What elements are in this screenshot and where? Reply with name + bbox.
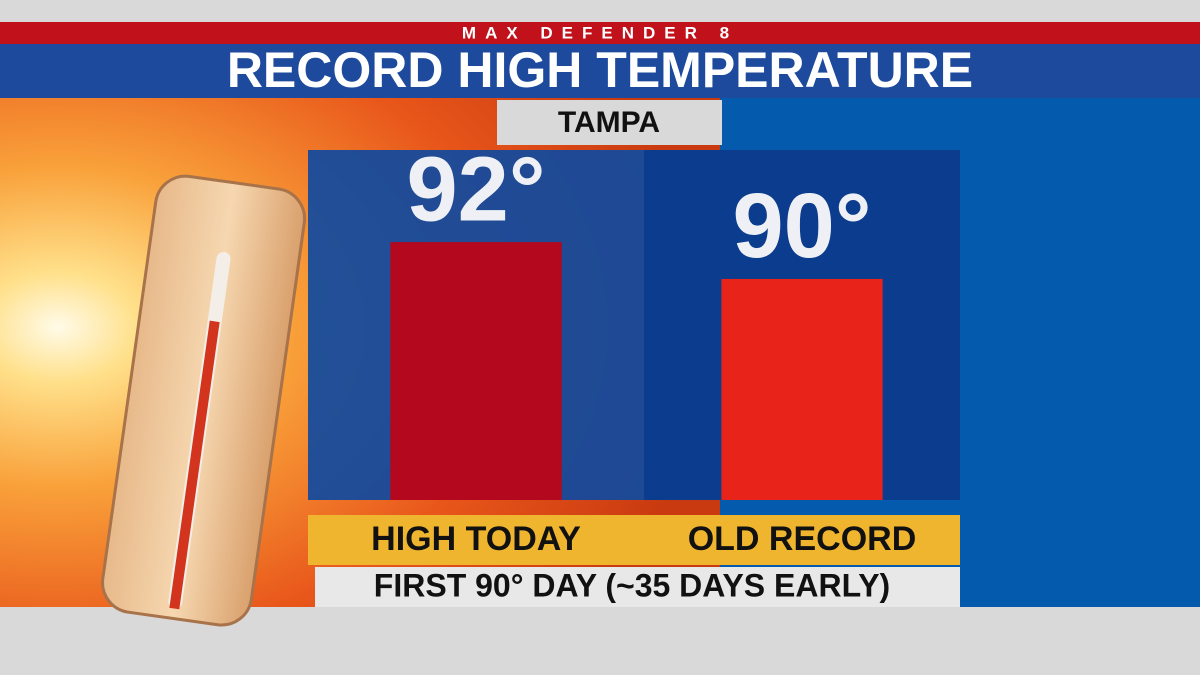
footer-box — [315, 567, 960, 607]
thermometer-mercury — [169, 320, 220, 610]
subtitle: TAMPA — [558, 106, 660, 139]
category-label: HIGH TODAY — [371, 520, 581, 558]
chart-title: RECORD HIGH TEMPERATURE — [227, 42, 973, 98]
value-label: 90° — [732, 175, 871, 277]
category-label: OLD RECORD — [688, 520, 917, 558]
label-band — [308, 515, 960, 565]
bar — [390, 242, 562, 500]
bar — [721, 278, 883, 500]
thermometer — [101, 174, 307, 627]
subtitle-box — [497, 100, 722, 145]
header: MAX DEFENDER 8 — [462, 23, 738, 42]
footer: FIRST 90° DAY (~35 DAYS EARLY) — [374, 567, 890, 603]
value-label: 92° — [406, 138, 545, 240]
title-bar — [0, 44, 1200, 98]
header-bar — [0, 22, 1200, 44]
